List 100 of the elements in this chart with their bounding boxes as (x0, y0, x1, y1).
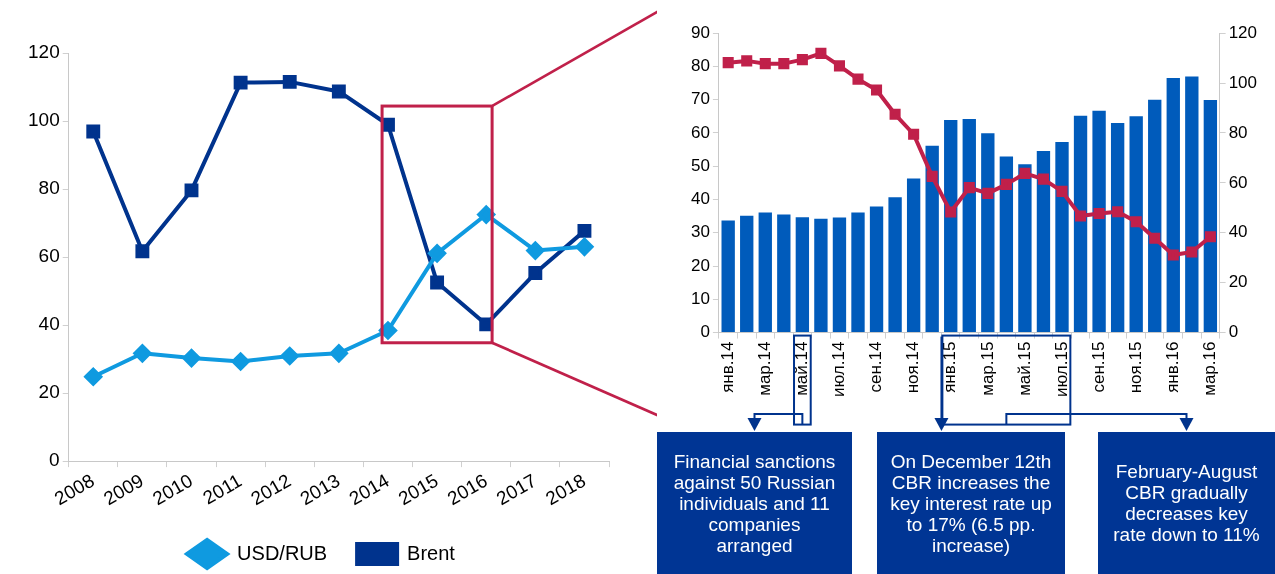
point (84, 367, 103, 386)
bar (925, 145, 939, 333)
point (1056, 185, 1068, 197)
bar (851, 212, 865, 333)
point (852, 73, 864, 85)
point (759, 58, 771, 70)
point (184, 183, 199, 198)
bar (944, 120, 958, 333)
point (1037, 173, 1049, 185)
x-tick-label: сен.14 (866, 341, 886, 393)
point (135, 244, 150, 259)
y-tick-label: 50 (690, 155, 710, 175)
point (331, 84, 346, 99)
point (233, 75, 248, 90)
y-tick-label: 20 (690, 255, 710, 275)
point (741, 55, 753, 67)
x-tick-label: янв.16 (1162, 341, 1182, 393)
point (1000, 178, 1012, 190)
x-tick-label: мар.16 (1200, 341, 1220, 396)
x-tick-label: 2015 (394, 469, 442, 510)
y-tick-label: 80 (690, 56, 710, 76)
x-tick-label: мар.14 (754, 341, 774, 396)
legend-label: Brent (407, 541, 456, 564)
bar (1055, 141, 1069, 333)
point (133, 344, 152, 363)
x-tick-label: 2014 (345, 469, 393, 510)
y2-tick-label: 100 (1228, 72, 1258, 92)
point (833, 60, 845, 72)
x-tick-label: май.15 (1014, 341, 1034, 396)
y-tick-label: 0 (49, 449, 60, 471)
point (577, 223, 592, 238)
point (86, 124, 101, 139)
point (871, 84, 883, 96)
point (528, 266, 543, 280)
point (908, 128, 920, 140)
point (1204, 231, 1216, 243)
x-tick-label: 2017 (492, 469, 540, 510)
y2-tick-label: 80 (1228, 122, 1248, 142)
point (280, 347, 299, 366)
x-tick-label: 2009 (99, 469, 147, 510)
y2-tick-label: 20 (1228, 272, 1248, 292)
point (1149, 232, 1161, 244)
point (1019, 167, 1031, 179)
point (1130, 216, 1142, 228)
y-tick-label: 70 (690, 89, 710, 109)
y-tick-label: 30 (690, 222, 710, 242)
y-tick-label: 90 (690, 22, 710, 42)
point (1075, 210, 1087, 222)
point (889, 108, 901, 120)
x-tick-label: мар.15 (977, 341, 997, 396)
bar (1036, 150, 1051, 333)
x-tick-label: ноя.15 (1125, 341, 1145, 394)
bar (721, 220, 735, 333)
point (982, 187, 994, 199)
point (477, 205, 496, 224)
bar (777, 214, 791, 333)
bar (814, 218, 828, 333)
point (282, 74, 297, 89)
bar (1073, 115, 1088, 333)
bar (1092, 110, 1106, 333)
y-tick-label: 40 (38, 313, 60, 335)
y-tick-label: 80 (38, 177, 60, 199)
point (1112, 206, 1124, 218)
x-tick-label: сен.15 (1088, 341, 1108, 393)
text: February-August CBR gradually decreases key rate down to 11% (1098, 432, 1275, 574)
y2-tick-label: 60 (1228, 172, 1248, 192)
y-tick-label: 20 (38, 381, 60, 403)
point (231, 352, 250, 371)
x-tick-label: 2010 (149, 469, 197, 510)
point (926, 170, 938, 182)
x-tick-label: май.14 (792, 341, 812, 396)
y-tick-label: 10 (690, 289, 710, 308)
point (428, 244, 447, 263)
y2-tick-label: 120 (1228, 22, 1258, 42)
bar (906, 178, 921, 333)
y-tick-label: 60 (38, 245, 60, 267)
x-tick-label: 2013 (296, 469, 344, 510)
x-tick-label: июл.14 (829, 341, 849, 398)
y-tick-label: 0 (700, 322, 710, 342)
bar (981, 133, 995, 333)
bar (795, 217, 810, 333)
y2-tick-label: 0 (1228, 322, 1239, 342)
bar (1203, 100, 1218, 333)
bar (740, 215, 754, 333)
point (1093, 208, 1105, 220)
point (526, 241, 545, 260)
bar (758, 212, 772, 333)
bar (1148, 99, 1162, 333)
point (796, 54, 808, 66)
y-tick-label: 120 (28, 41, 60, 63)
bar (832, 217, 847, 333)
x-tick-label: 2016 (443, 469, 491, 510)
bar (1018, 164, 1032, 333)
x-tick-label: 2011 (199, 469, 246, 509)
bar (1129, 116, 1143, 333)
point (479, 317, 494, 332)
point (722, 57, 734, 69)
text: Financial sanctions against 50 Russian individuals and 11 companies arranged (657, 432, 852, 574)
bar (1110, 123, 1125, 333)
point (778, 58, 790, 70)
